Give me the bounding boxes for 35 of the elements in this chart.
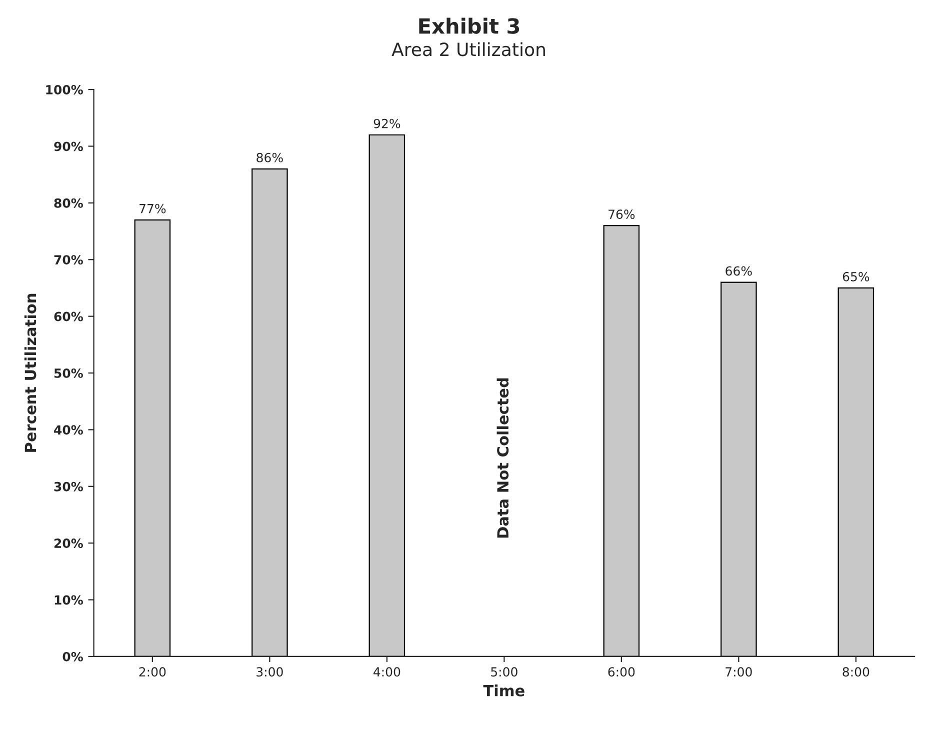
chart-subtitle: Area 2 Utilization <box>392 42 545 56</box>
y-tick-label: 10% <box>54 595 83 605</box>
y-tick-label: 90% <box>54 142 83 152</box>
chart-title: Exhibit 3 <box>419 18 520 34</box>
bar <box>368 134 406 656</box>
x-tick-label: 4:00 <box>374 667 400 677</box>
x-axis-title: Time <box>483 684 524 696</box>
y-tick-label: 60% <box>54 312 83 322</box>
data-label: 92% <box>374 118 400 128</box>
annotation: Data Not Collected <box>496 378 509 538</box>
x-tick-label: 6:00 <box>608 667 635 677</box>
y-tick-label: 80% <box>54 198 83 208</box>
bar <box>252 168 288 656</box>
y-axis-title: Percent Utilization <box>24 294 36 452</box>
x-tick-label: 8:00 <box>842 667 870 677</box>
y-tick-label: 20% <box>54 538 83 548</box>
y-tick-label: 0% <box>62 652 83 662</box>
data-label: 77% <box>140 204 166 214</box>
x-tick-label: 7:00 <box>726 667 752 677</box>
x-tick-label: 2:00 <box>139 667 166 677</box>
bar <box>838 287 874 656</box>
y-tick-label: 30% <box>54 482 83 492</box>
data-label: 66% <box>726 266 752 276</box>
y-tick-label: 50% <box>54 368 83 378</box>
bar <box>603 225 640 656</box>
bar <box>720 282 757 656</box>
y-tick-label: 40% <box>54 425 83 435</box>
data-label: 76% <box>608 210 635 219</box>
x-tick-label: 5:00 <box>491 667 518 677</box>
bar <box>134 219 171 656</box>
x-tick-label: 3:00 <box>256 667 283 677</box>
data-label: 65% <box>842 272 870 282</box>
data-label: 86% <box>256 152 283 162</box>
y-tick-label: 70% <box>54 255 83 265</box>
y-tick-label: 100% <box>46 84 83 94</box>
